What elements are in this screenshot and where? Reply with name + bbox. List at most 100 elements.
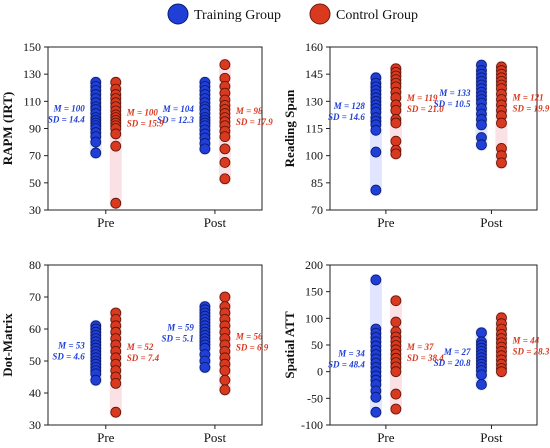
control-group-pre-point (390, 366, 402, 378)
rapm-panel: 30 50 70 90 110 130 150 RAPM (IRT) Pre Post M = 10… (0, 40, 273, 230)
y-tick-label: 40 (29, 386, 41, 400)
control-group-pre-point (390, 295, 402, 307)
y-tick-label: 30 (29, 203, 41, 217)
control-group-pre-point (110, 128, 122, 140)
legend-label-control: Control Group (336, 8, 418, 23)
y-tick-label: 0 (317, 365, 323, 379)
spatial-att-panel: -100 -50 0 50 100 150 200 Spatial ATT Pre Post M =… (282, 258, 550, 445)
control-group-pre-point (110, 406, 122, 418)
x-tick-label: Post (480, 215, 503, 230)
training-group-post-mean-label: M = 104 (162, 104, 195, 114)
control-group-post-point (219, 173, 231, 185)
control-group-pre-point (390, 117, 402, 129)
y-tick-label: -50 (307, 391, 323, 405)
training-group-post-mean-label: M = 27 (443, 347, 471, 357)
control-group-post-sd-label: SD = 19.9 (512, 104, 549, 114)
x-tick-label: Pre (97, 215, 115, 230)
y-tick-label: 50 (29, 354, 41, 368)
legend-marker-training (167, 3, 189, 25)
training-group-post-mean-label: M = 133 (438, 88, 471, 98)
y-axis-label: Dot-Matrix (0, 313, 15, 377)
training-group-post-sd-label: SD = 12.3 (157, 115, 194, 125)
training-group-post-point (476, 119, 487, 131)
training-group-pre-mean-label: M = 34 (337, 349, 365, 359)
control-group-pre-point (110, 377, 122, 389)
control-group-post-mean-label: M = 44 (511, 336, 539, 346)
y-tick-label: 100 (305, 311, 323, 325)
y-tick-label: 115 (305, 122, 323, 136)
training-group-pre-point (370, 391, 382, 403)
control-group-post-point (219, 291, 231, 303)
training-group-pre-sd-label: SD = 14.4 (48, 115, 85, 125)
training-group-pre-point (370, 274, 382, 286)
training-group-pre-sd-label: SD = 4.6 (52, 352, 85, 362)
chart-legend: Training Group Control Group (0, 0, 550, 28)
training-group-pre-point (90, 147, 102, 159)
training-group-post-point (476, 379, 487, 390)
y-axis-label: Spatial ATT (282, 311, 297, 379)
x-tick-label: Pre (377, 215, 395, 230)
y-tick-label: 70 (311, 203, 323, 217)
control-group-post-point (219, 131, 231, 143)
y-axis-label: Reading Span (282, 89, 297, 167)
y-tick-label: 90 (29, 122, 41, 136)
x-tick-label: Post (480, 430, 503, 445)
control-group-post-point (219, 143, 231, 155)
control-group-post-point (219, 374, 231, 386)
training-group-post-point (476, 327, 487, 339)
reading-span-panel: 70 85 100 115 130 145 160 Reading Span Pre Post M … (282, 40, 550, 230)
training-group-post-sd-label: SD = 20.8 (434, 358, 471, 368)
control-group-post-mean-label: M = 98 (235, 106, 263, 116)
y-tick-label: 70 (29, 149, 41, 163)
training-group-post-sd-label: SD = 5.1 (162, 333, 194, 343)
legend-svg: Training Group Control Group (167, 3, 418, 25)
y-tick-label: 130 (305, 94, 323, 108)
training-group-post-point (476, 139, 487, 151)
control-group-post-sd-label: SD = 28.3 (512, 347, 549, 357)
training-group-post-sd-label: SD = 10.5 (434, 99, 471, 109)
control-group-pre-point (390, 403, 402, 415)
training-group-post-point (199, 143, 211, 155)
control-group-post-mean-label: M = 121 (511, 93, 543, 103)
y-tick-label: 30 (29, 418, 41, 432)
control-group-post-point (496, 366, 507, 378)
training-group-post-mean-label: M = 59 (166, 322, 194, 332)
y-tick-label: 110 (23, 94, 41, 108)
x-tick-label: Pre (97, 430, 115, 445)
control-group-pre-point (390, 388, 402, 400)
control-group-pre-sd-label: SD = 38.4 (407, 353, 444, 363)
y-tick-label: 50 (29, 176, 41, 190)
control-group-pre-point (390, 148, 402, 160)
control-group-post-point (496, 157, 507, 169)
y-tick-label: 150 (305, 285, 323, 299)
control-group-post-sd-label: SD = 17.9 (236, 117, 273, 127)
control-group-pre-mean-label: M = 37 (406, 342, 434, 352)
control-group-pre-point (390, 316, 402, 328)
plot-frame (47, 264, 263, 426)
y-tick-label: -100 (301, 418, 323, 432)
control-group-post-point (219, 59, 231, 71)
training-group-pre-point (90, 374, 102, 386)
training-group-pre-mean-label: M = 100 (53, 104, 86, 114)
y-axis-label: RAPM (IRT) (0, 92, 15, 166)
x-tick-label: Post (204, 430, 227, 445)
y-tick-label: 100 (305, 149, 323, 163)
x-tick-label: Pre (377, 430, 395, 445)
y-tick-label: 145 (305, 67, 323, 81)
control-group-pre-point (390, 135, 402, 147)
legend-marker-control (309, 3, 331, 25)
control-group-pre-mean-label: M = 52 (126, 342, 154, 352)
control-group-post-point (219, 365, 231, 376)
control-group-post-sd-label: SD = 6.9 (236, 342, 269, 352)
control-group-post-point (219, 384, 231, 396)
y-tick-label: 130 (23, 67, 41, 81)
y-tick-label: 85 (311, 176, 323, 190)
control-group-pre-mean-label: M = 119 (406, 93, 438, 103)
training-group-pre-sd-label: SD = 48.4 (328, 360, 365, 370)
training-group-pre-point (90, 136, 102, 148)
training-group-pre-sd-label: SD = 14.6 (328, 112, 365, 122)
training-group-pre-mean-label: M = 53 (57, 341, 85, 351)
x-tick-label: Post (204, 215, 227, 230)
control-group-pre-mean-label: M = 100 (126, 108, 159, 118)
